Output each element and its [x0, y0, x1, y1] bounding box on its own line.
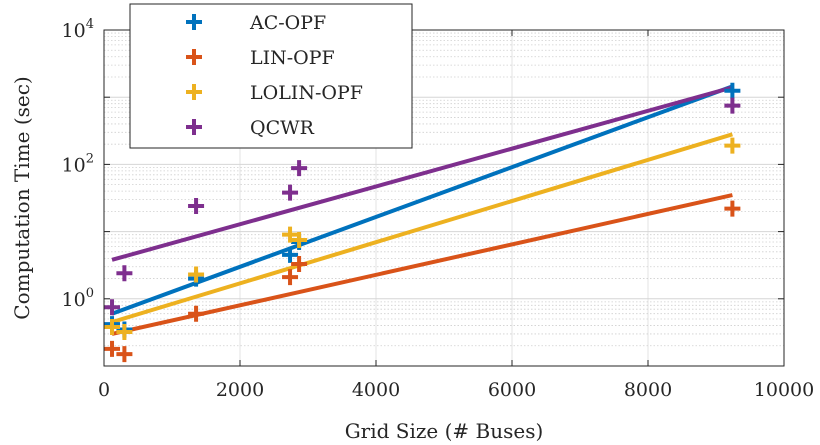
fit-line-lin-opf [111, 193, 733, 336]
x-tick-label: 4000 [352, 379, 400, 401]
y-axis-label: Computation Time (sec) [10, 76, 34, 319]
x-tick-label: 2000 [216, 379, 264, 401]
legend-label-ac-opf: AC-OPF [249, 12, 326, 34]
data-point-lin-opf [291, 255, 308, 272]
data-point-lin-opf [188, 305, 205, 322]
legend-marker-qcwr [186, 119, 202, 135]
data-point-qcwr [291, 160, 308, 177]
plot-frame [103, 29, 785, 367]
data-point-qcwr [282, 184, 299, 201]
y-tick-label: 100 [62, 286, 94, 311]
y-tick-label: 104 [62, 17, 94, 42]
data-point-lolin-opf [116, 324, 133, 341]
fit-line-qcwr [111, 85, 733, 262]
data-point-lolin-opf [724, 137, 741, 154]
legend-label-qcwr: QCWR [250, 117, 315, 139]
data-point-qcwr [724, 97, 741, 114]
axis-layer: 0 2000 4000 6000 8000 10000 100 102 104 [62, 17, 815, 401]
markers-layer [104, 82, 741, 363]
legend-marker-ac-opf [186, 14, 202, 30]
data-point-ac-opf [724, 82, 741, 99]
data-point-lin-opf [116, 346, 133, 363]
x-tick-label: 6000 [488, 379, 536, 401]
legend-label-lolin-opf: LOLIN-OPF [250, 82, 363, 104]
y-tick-label: 102 [62, 151, 94, 176]
legend-marker-lin-opf [186, 49, 202, 65]
legend-label-lin-opf: LIN-OPF [250, 47, 335, 69]
x-tick-label: 10000 [754, 379, 814, 401]
data-point-lin-opf [282, 269, 299, 286]
data-point-qcwr [104, 299, 121, 316]
data-point-lin-opf [724, 200, 741, 217]
data-point-ac-opf [282, 246, 299, 263]
x-axis-label: Grid Size (# Buses) [345, 419, 544, 443]
x-tick-label: 8000 [624, 379, 672, 401]
data-point-lin-opf [104, 340, 121, 357]
data-point-lolin-opf [104, 319, 121, 336]
fit-line-ac-opf [111, 84, 734, 316]
legend-marker-lolin-opf [186, 84, 202, 100]
data-point-lolin-opf [291, 231, 308, 248]
data-point-qcwr [116, 265, 133, 282]
legend: AC-OPF LIN-OPF LOLIN-OPF QCWR [129, 3, 413, 149]
fit-lines-layer [111, 84, 734, 336]
data-point-qcwr [188, 198, 205, 215]
data-point-lolin-opf [282, 226, 299, 243]
fit-line-lolin-opf [111, 132, 733, 325]
legend-box [129, 3, 413, 149]
data-point-lolin-opf [188, 266, 205, 283]
x-tick-label: 0 [98, 379, 110, 401]
